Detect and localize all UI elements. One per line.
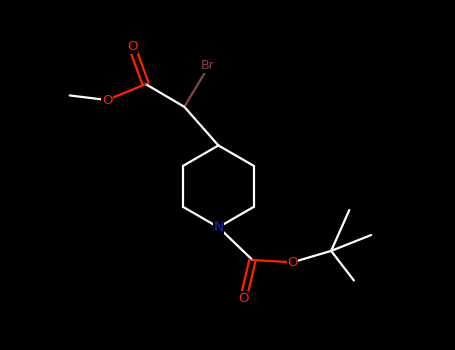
Text: Br: Br <box>201 60 215 72</box>
Text: N: N <box>213 220 223 234</box>
Text: O: O <box>127 40 137 53</box>
Text: O: O <box>102 93 112 106</box>
Text: O: O <box>238 292 249 305</box>
Text: O: O <box>287 256 298 269</box>
